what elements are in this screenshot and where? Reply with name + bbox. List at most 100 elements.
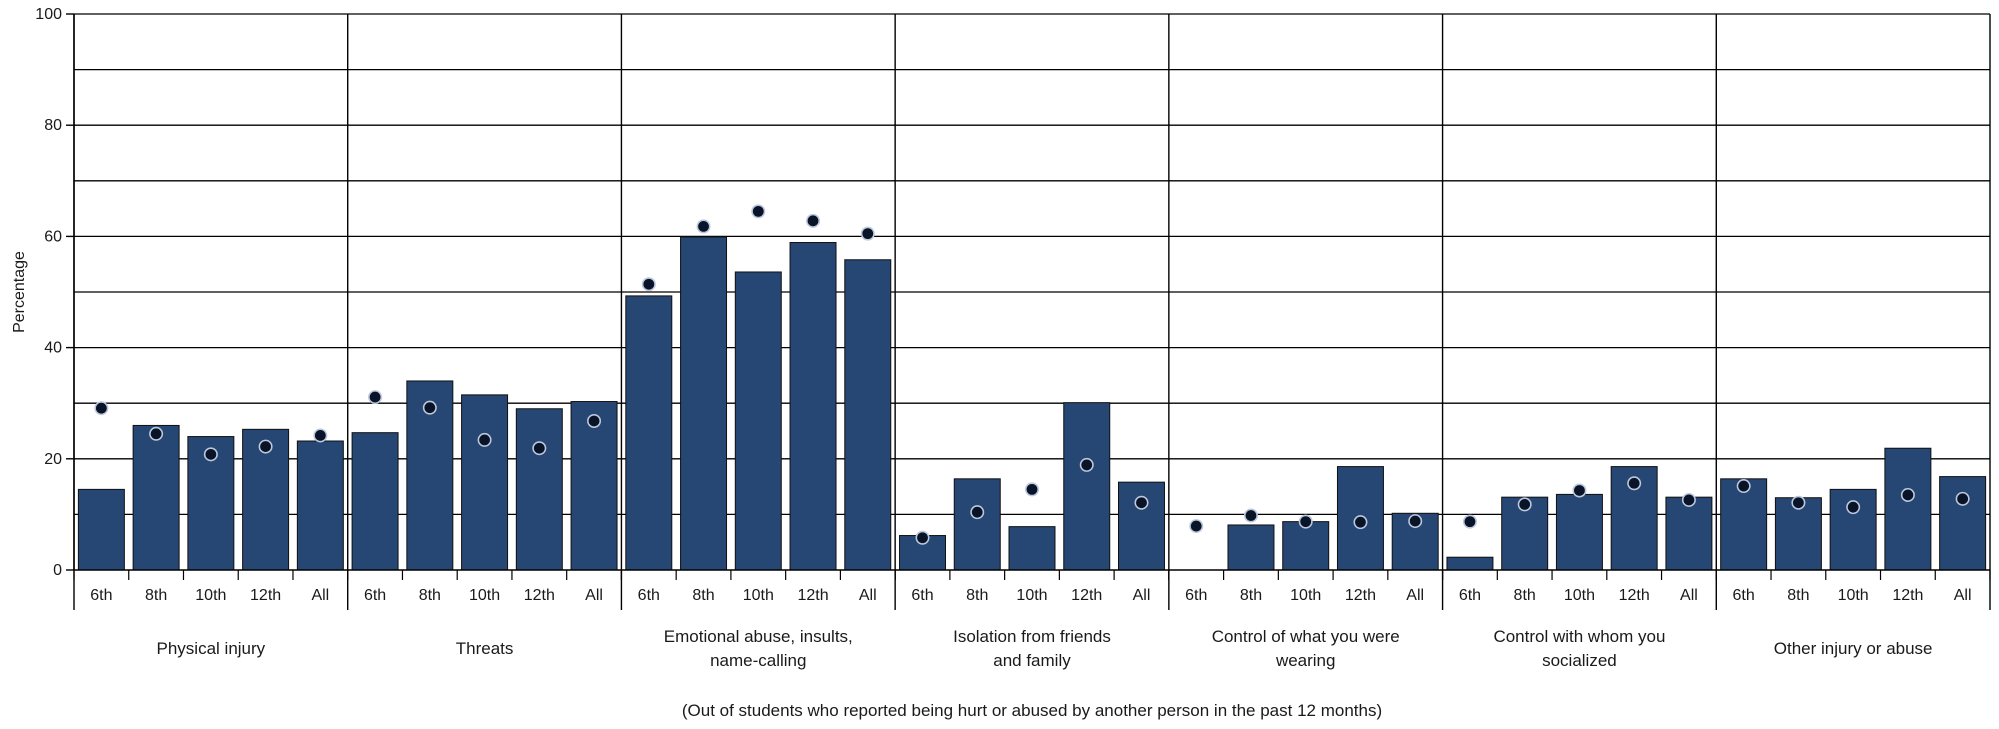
group-label: Threats [456,639,514,658]
y-tick-label: 80 [44,117,62,134]
x-tick-label: 6th [638,587,660,604]
x-tick-label: All [585,587,603,604]
group-label: Control of what you were [1212,627,1400,646]
labels: 0 20 40 60 80 100 6th 8th 10th 12th All Physical in… [35,6,1971,670]
x-tick-label: 8th [692,587,714,604]
dot [1900,487,1915,502]
dot [1298,514,1313,529]
x-tick-label: 8th [1240,587,1262,604]
bars [77,236,1987,571]
group-label: name-calling [710,651,806,670]
x-tick-label: 10th [1838,587,1869,604]
dot [1846,500,1861,515]
bar [1117,481,1165,571]
dot [860,226,875,241]
group-label: Isolation from friends [953,627,1111,646]
x-tick-label: 12th [1071,587,1102,604]
bar [789,242,837,571]
x-tick-label: 8th [419,587,441,604]
dot [1462,514,1477,529]
x-tick-label: 10th [743,587,774,604]
dot [1681,492,1696,507]
bar [625,295,673,571]
bar [570,401,618,571]
dot [1736,479,1751,494]
x-tick-label: 10th [469,587,500,604]
y-tick-label: 40 [44,340,62,357]
dot [1517,497,1532,512]
dot [806,213,821,228]
bar [734,271,782,571]
x-tick-label: All [1133,587,1151,604]
x-tick-label: 10th [1290,587,1321,604]
group-label: Emotional abuse, insults, [664,627,853,646]
group-label: socialized [1542,651,1617,670]
dot [751,204,766,219]
group-label: Other injury or abuse [1774,639,1933,658]
group-label: and family [993,651,1071,670]
bar [1939,476,1987,571]
chart-footnote: (Out of students who reported being hurt… [682,701,1382,720]
x-tick-label: 12th [524,587,555,604]
x-tick-label: All [859,587,877,604]
bar [1008,526,1056,571]
bar [1282,521,1330,571]
dot [1134,495,1149,510]
bar [77,488,125,571]
y-tick-label: 100 [35,6,62,23]
dot [1025,482,1040,497]
group-label: Control with whom you [1493,627,1665,646]
x-tick-label: 12th [1619,587,1650,604]
dots [94,204,1970,545]
dot [641,277,656,292]
x-tick-label: All [1680,587,1698,604]
dot [1791,495,1806,510]
dot [368,390,383,405]
x-tick-label: 8th [1514,587,1536,604]
x-tick-label: All [1954,587,1972,604]
x-tick-label: 6th [1733,587,1755,604]
group-label: wearing [1275,651,1336,670]
x-tick-label: 8th [1787,587,1809,604]
bar [1227,524,1275,571]
bar [844,259,892,571]
y-tick-label: 0 [53,562,62,579]
x-tick-label: 10th [1016,587,1047,604]
dot [1243,508,1258,523]
bar [680,236,728,571]
x-tick-label: 6th [90,587,112,604]
y-tick-label: 60 [44,228,62,245]
bar [132,424,180,571]
dot [1627,476,1642,491]
dot [1408,514,1423,529]
bar [953,478,1001,571]
dot [532,441,547,456]
x-tick-label: 6th [911,587,933,604]
bar [1665,496,1713,571]
bar [1446,556,1494,571]
x-tick-label: 6th [364,587,386,604]
dot [696,219,711,234]
bar [461,394,509,571]
x-tick-label: 12th [797,587,828,604]
y-tick-label: 20 [44,451,62,468]
dot [94,401,109,416]
bar [515,408,563,571]
x-tick-label: All [311,587,329,604]
bar [296,440,344,571]
bar [351,432,399,571]
dot [915,530,930,545]
group-label: Physical injury [157,639,266,658]
dot [422,400,437,415]
x-tick-label: 8th [966,587,988,604]
dot [1189,519,1204,534]
dot [477,432,492,447]
x-tick-label: 10th [195,587,226,604]
x-tick-label: 10th [1564,587,1595,604]
dot [149,426,164,441]
dot [1079,457,1094,472]
dot [313,428,328,443]
x-tick-label: 12th [250,587,281,604]
